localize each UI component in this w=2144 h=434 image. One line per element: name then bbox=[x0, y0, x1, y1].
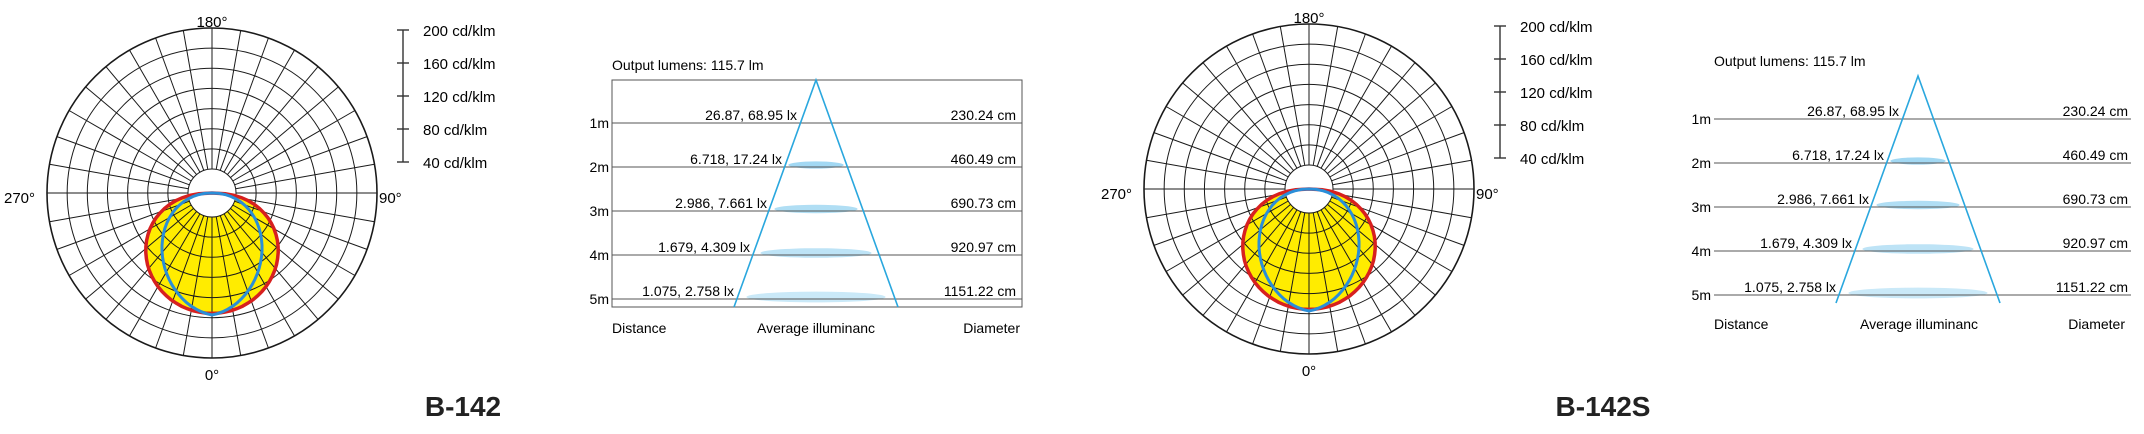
light-spot bbox=[760, 248, 872, 258]
output-lumens: Output lumens: 115.7 lm bbox=[1714, 53, 1865, 69]
row-lines bbox=[612, 122, 1022, 300]
photometric-svg: 180° 90° 0° 270° 200 cd/klm 160 cd/klm 1… bbox=[1101, 10, 2131, 380]
illuminance-value: 1.679, 4.309 lx bbox=[658, 239, 750, 255]
illuminance-value: 1.679, 4.309 lx bbox=[1760, 235, 1852, 251]
light-spots bbox=[746, 161, 886, 303]
red-distribution-curve bbox=[144, 191, 280, 316]
blue-distribution-curve bbox=[160, 191, 264, 317]
illuminance-value: 2.986, 7.661 lx bbox=[1777, 191, 1869, 207]
scale-label: 40 cd/klm bbox=[1520, 151, 1584, 168]
scale-label: 160 cd/klm bbox=[1520, 52, 1593, 69]
distance-label: 1m bbox=[1692, 111, 1711, 127]
distance-label: 4m bbox=[590, 247, 609, 263]
scale-label: 120 cd/klm bbox=[1520, 85, 1593, 102]
angle-label-90: 90° bbox=[1476, 186, 1499, 203]
scale-label: 200 cd/klm bbox=[423, 23, 496, 40]
footer-illuminance: Average illuminanc bbox=[757, 320, 875, 336]
illuminance-value: 6.718, 17.24 lx bbox=[1792, 147, 1884, 163]
light-spot bbox=[746, 291, 886, 303]
blue-distribution-curve bbox=[1257, 187, 1361, 313]
scale-label: 80 cd/klm bbox=[1520, 118, 1584, 135]
light-cone bbox=[1835, 73, 2001, 304]
angle-label-180: 180° bbox=[1293, 10, 1324, 27]
diameter-value: 230.24 cm bbox=[951, 107, 1016, 123]
distance-label: 4m bbox=[1692, 243, 1711, 259]
red-distribution-curve bbox=[1241, 187, 1377, 312]
output-lumens: Output lumens: 115.7 lm bbox=[612, 57, 763, 73]
distance-label: 2m bbox=[1692, 155, 1711, 171]
photometric-panel-b142: 180° 90° 0° 270° 200 cd/klm 160 cd/klm 1… bbox=[4, 14, 1023, 422]
angle-label-0: 0° bbox=[205, 367, 219, 384]
illuminance-table: Output lumens: 115.7 lm 1m 2m 3m 4m 5m 2… bbox=[1692, 53, 2131, 332]
diameter-value: 690.73 cm bbox=[2063, 191, 2128, 207]
footer-distance: Distance bbox=[612, 320, 667, 336]
diameter-value: 230.24 cm bbox=[2063, 103, 2128, 119]
angle-label-270: 270° bbox=[4, 190, 35, 207]
distance-label: 2m bbox=[590, 159, 609, 175]
scale-label: 160 cd/klm bbox=[423, 56, 496, 73]
model-name: B-142 bbox=[424, 391, 502, 422]
intensity-scale: 200 cd/klm 160 cd/klm 120 cd/klm 80 cd/k… bbox=[1494, 19, 1593, 168]
angle-label-0: 0° bbox=[1302, 363, 1316, 380]
diameter-value: 920.97 cm bbox=[2063, 235, 2128, 251]
footer-diameter: Diameter bbox=[2068, 316, 2125, 332]
light-spot bbox=[1848, 287, 1988, 299]
illuminance-value: 6.718, 17.24 lx bbox=[690, 151, 782, 167]
light-spot bbox=[788, 161, 844, 169]
angle-label-270: 270° bbox=[1101, 186, 1132, 203]
polar-overlay-grid bbox=[1143, 23, 1475, 355]
illuminance-table: Output lumens: 115.7 lm 1m 2m 3m 4m 5m 2… bbox=[590, 57, 1023, 336]
light-spot bbox=[1890, 157, 1946, 165]
distance-label: 3m bbox=[590, 203, 609, 219]
scale-label: 120 cd/klm bbox=[423, 89, 496, 106]
distance-label: 1m bbox=[590, 115, 609, 131]
diameter-value: 920.97 cm bbox=[951, 239, 1016, 255]
footer-distance: Distance bbox=[1714, 316, 1769, 332]
diameter-value: 690.73 cm bbox=[951, 195, 1016, 211]
illuminance-value: 1.075, 2.758 lx bbox=[642, 283, 734, 299]
distance-label: 5m bbox=[590, 291, 609, 307]
illuminance-value: 1.075, 2.758 lx bbox=[1744, 279, 1836, 295]
diameter-value: 460.49 cm bbox=[2063, 147, 2128, 163]
intensity-scale: 200 cd/klm 160 cd/klm 120 cd/klm 80 cd/k… bbox=[397, 23, 496, 172]
light-spot bbox=[1876, 200, 1960, 210]
light-cone bbox=[733, 77, 899, 308]
footer-illuminance: Average illuminanc bbox=[1860, 316, 1978, 332]
diameter-value: 460.49 cm bbox=[951, 151, 1016, 167]
distance-label: 5m bbox=[1692, 287, 1711, 303]
angle-label-180: 180° bbox=[196, 14, 227, 31]
angle-label-90: 90° bbox=[379, 190, 402, 207]
light-spot bbox=[774, 204, 858, 214]
photometric-svg: 180° 90° 0° 270° 200 cd/klm 160 cd/klm 1… bbox=[4, 14, 1023, 384]
footer-diameter: Diameter bbox=[963, 320, 1020, 336]
illuminance-value: 26.87, 68.95 lx bbox=[705, 107, 797, 123]
diameter-value: 1151.22 cm bbox=[944, 283, 1016, 299]
diameter-value: 1151.22 cm bbox=[2056, 279, 2128, 295]
distance-label: 3m bbox=[1692, 199, 1711, 215]
model-name: B-142S bbox=[1555, 391, 1651, 422]
illuminance-value: 2.986, 7.661 lx bbox=[675, 195, 767, 211]
polar-diagram: 180° 90° 0° 270° bbox=[1101, 10, 1499, 380]
photometric-panel-b142s: 180° 90° 0° 270° 200 cd/klm 160 cd/klm 1… bbox=[1097, 0, 2144, 434]
polar-diagram: 180° 90° 0° 270° bbox=[4, 14, 402, 384]
scale-label: 80 cd/klm bbox=[423, 122, 487, 139]
light-spot bbox=[1862, 244, 1974, 254]
row-lines bbox=[1714, 118, 2131, 296]
scale-label: 200 cd/klm bbox=[1520, 19, 1593, 36]
light-spots bbox=[1848, 157, 1988, 299]
illuminance-value: 26.87, 68.95 lx bbox=[1807, 103, 1899, 119]
scale-label: 40 cd/klm bbox=[423, 155, 487, 172]
